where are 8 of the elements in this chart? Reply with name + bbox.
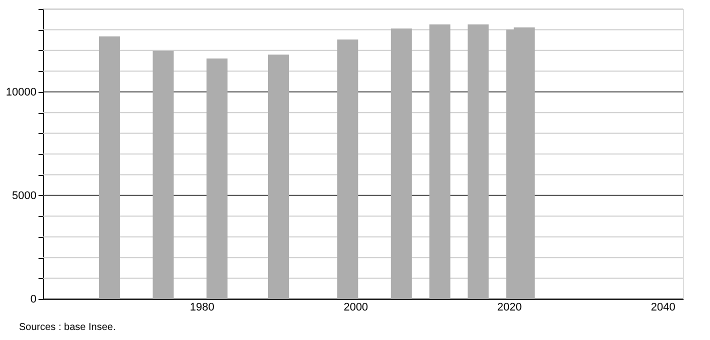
x-tick-label: 2020 [497,302,522,314]
x-tick-label: 1980 [190,302,214,314]
y-tick-label: 5000 [12,190,36,202]
x-tick-label: 2040 [650,302,676,314]
x-tick-label: 2000 [344,302,368,314]
y-tick-label: 0 [30,294,36,306]
y-tick-label: 10000 [6,86,36,98]
source-note: Sources : base Insee. [19,322,116,333]
